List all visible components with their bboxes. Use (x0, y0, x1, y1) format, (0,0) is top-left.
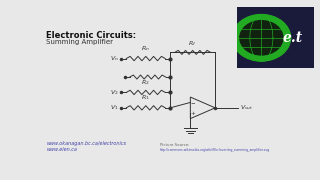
Text: e.t: e.t (282, 31, 302, 45)
Text: $R_2$: $R_2$ (141, 78, 150, 87)
Text: $-$: $-$ (190, 100, 196, 105)
Text: $V_{out}$: $V_{out}$ (240, 103, 253, 112)
Text: Picture Source:: Picture Source: (160, 143, 189, 147)
Circle shape (240, 21, 283, 55)
FancyBboxPatch shape (237, 7, 314, 68)
Text: Electronic Circuits:: Electronic Circuits: (46, 31, 136, 40)
Text: Summing Amplifier: Summing Amplifier (46, 39, 113, 44)
Text: $R_f$: $R_f$ (188, 39, 197, 48)
Text: $V_1$: $V_1$ (110, 103, 119, 112)
Text: $V_2$: $V_2$ (110, 88, 119, 97)
Text: $V_n$: $V_n$ (110, 54, 119, 63)
Text: $R_1$: $R_1$ (141, 94, 150, 102)
Text: $R_n$: $R_n$ (141, 44, 150, 53)
Text: www.elen.ca: www.elen.ca (46, 147, 77, 152)
Text: http://commons.wikimedia.org/wiki/File:Inverting_summing_amplifier.svg: http://commons.wikimedia.org/wiki/File:I… (160, 148, 270, 152)
Text: www.okanagan.bc.ca/electronics: www.okanagan.bc.ca/electronics (46, 141, 126, 146)
Circle shape (232, 15, 291, 61)
Text: $+$: $+$ (190, 109, 196, 117)
